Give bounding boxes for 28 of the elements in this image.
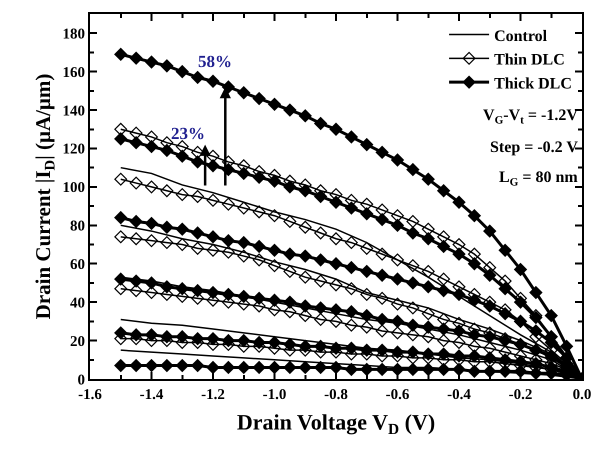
y-tick-label: 80 [70,218,85,235]
legend-label: Thick DLC [494,75,572,92]
y-tick-label: 140 [62,103,85,120]
y-tick-label: 0 [78,372,85,388]
x-tick-label: -0.4 [447,387,472,403]
y-tick-label: 180 [62,26,85,42]
y-tick-label: 60 [70,256,85,273]
annotation: Step = -0.2 V [490,139,578,156]
y-tick-label: 20 [70,334,85,350]
annotation: 58% [198,52,232,71]
annotation: V$_{G}$-V$_{t}$ = -1.2V [483,107,578,126]
annotation: L$_{G}$ = 80 nm [499,169,578,188]
legend-label: Thin DLC [494,52,565,69]
x-tick-label: -0.8 [324,387,348,403]
x-axis-title: Drain Voltage V$_{D}$ (V) [236,409,436,438]
x-tick-label: -1.4 [140,387,164,403]
x-tick-label: -1.6 [78,387,102,403]
legend-label: Control [494,28,548,45]
annotation: 23% [171,124,205,143]
x-tick-label: -0.6 [386,387,410,403]
x-tick-label: -1.0 [262,387,286,403]
x-tick-label: -0.2 [508,387,532,403]
y-tick-label: 40 [70,295,85,312]
x-tick-label: 0.0 [572,387,592,403]
y-tick-label: 100 [62,180,85,196]
x-tick-label: -1.2 [201,387,225,403]
y-tick-label: 160 [62,64,85,81]
y-tick-label: 120 [62,142,85,158]
